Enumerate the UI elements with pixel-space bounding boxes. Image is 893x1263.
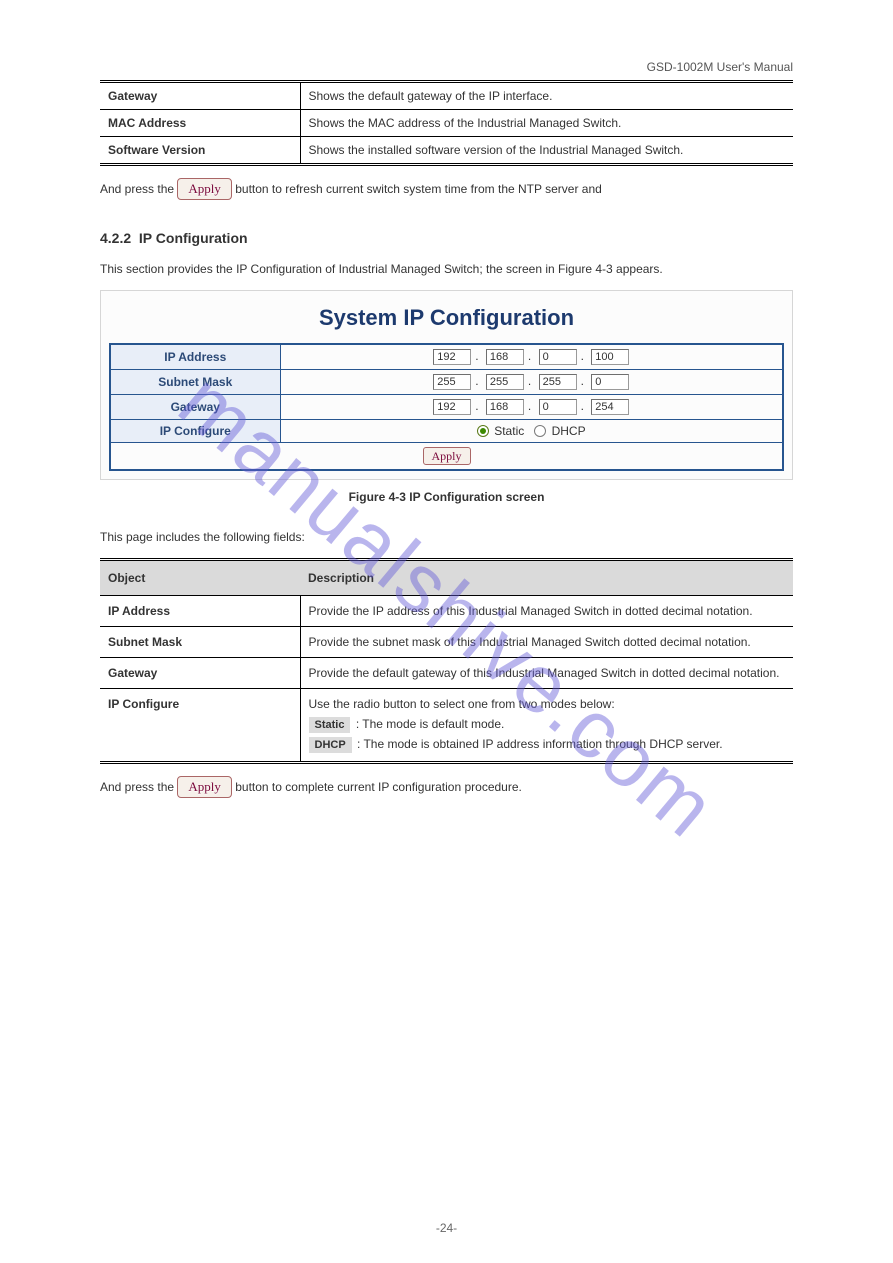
after-t1-paragraph: And press the Apply button to refresh cu…	[100, 178, 793, 200]
t1-row0-desc: Shows the default gateway of the IP inte…	[309, 89, 553, 103]
apply-button-inline-1[interactable]: Apply	[177, 178, 232, 200]
after-t1-mid: button to refresh current switch system …	[235, 182, 602, 196]
after-t2-suffix: button to complete current IP configurat…	[235, 780, 522, 794]
t2-row0-desc: Provide the IP address of this Industria…	[309, 604, 753, 618]
radio-dhcp-label: DHCP	[552, 424, 586, 438]
t2-row0-label: IP Address	[108, 604, 170, 618]
figure-caption: Figure 4-3 IP Configuration screen	[100, 490, 793, 504]
radio-dhcp[interactable]	[534, 425, 546, 437]
t1-row2-label: Software Version	[108, 143, 205, 157]
t1-row1-label: MAC Address	[108, 116, 186, 130]
after-t1-prefix: And press the	[100, 182, 174, 196]
t2-row1-label: Subnet Mask	[108, 635, 182, 649]
radio-static-label: Static	[494, 424, 524, 438]
subnet-mask-octet-1[interactable]: 255	[433, 374, 471, 390]
dot-icon: .	[528, 399, 531, 413]
t2-intro: This page includes the following fields:	[100, 528, 793, 546]
section-name: IP Configuration	[139, 230, 248, 246]
option-chip-static: Static	[309, 717, 351, 733]
t2-row2-desc: Provide the default gateway of this Indu…	[309, 666, 780, 680]
t1-row1-desc: Shows the MAC address of the Industrial …	[309, 116, 622, 130]
dot-icon: .	[528, 374, 531, 388]
ip-address-label: IP Address	[110, 344, 280, 370]
ip-configure-label: IP Configure	[110, 420, 280, 443]
subnet-mask-octet-3[interactable]: 255	[539, 374, 577, 390]
gateway-octet-4[interactable]: 254	[591, 399, 629, 415]
t2-row3-label: IP Configure	[108, 697, 179, 711]
gateway-label: Gateway	[110, 395, 280, 420]
option-static-desc: : The mode is default mode.	[356, 717, 505, 731]
gateway-octet-2[interactable]: 168	[486, 399, 524, 415]
subnet-mask-octet-4[interactable]: 0	[591, 374, 629, 390]
ip-address-octet-2[interactable]: 168	[486, 349, 524, 365]
ip-address-octet-4[interactable]: 100	[591, 349, 629, 365]
t1-row2-desc: Shows the installed software version of …	[309, 143, 684, 157]
ip-config-fields-table: Object Description IP Address Provide th…	[100, 558, 793, 764]
ip-address-octet-3[interactable]: 0	[539, 349, 577, 365]
section-paragraph: This section provides the IP Configurati…	[100, 260, 793, 278]
t2-header-object: Object	[100, 560, 300, 596]
t2-header-desc: Description	[300, 560, 793, 596]
t1-row0-label: Gateway	[108, 89, 157, 103]
apply-button-figure[interactable]: Apply	[423, 447, 471, 465]
t2-row3-lead: Use the radio button to select one from …	[309, 697, 786, 711]
dot-icon: .	[581, 399, 584, 413]
option-dhcp-desc: : The mode is obtained IP address inform…	[357, 737, 723, 751]
apply-button-inline-2[interactable]: Apply	[177, 776, 232, 798]
page-number: -24-	[0, 1221, 893, 1235]
t2-row1-desc: Provide the subnet mask of this Industri…	[309, 635, 751, 649]
option-chip-dhcp: DHCP	[309, 737, 352, 753]
radio-static[interactable]	[477, 425, 489, 437]
subnet-mask-label: Subnet Mask	[110, 370, 280, 395]
dot-icon: .	[528, 349, 531, 363]
dot-icon: .	[581, 349, 584, 363]
dot-icon: .	[581, 374, 584, 388]
ip-config-table: IP Address 192. 168. 0. 100 Subnet Mask …	[109, 343, 784, 471]
dot-icon: .	[475, 374, 478, 388]
dot-icon: .	[475, 399, 478, 413]
ip-config-figure: System IP Configuration IP Address 192. …	[100, 290, 793, 480]
after-t2-paragraph: And press the Apply button to complete c…	[100, 776, 793, 798]
page-header-doc-title: GSD-1002M User's Manual	[100, 60, 793, 74]
figure-title: System IP Configuration	[109, 299, 784, 343]
gateway-octet-3[interactable]: 0	[539, 399, 577, 415]
subnet-mask-octet-2[interactable]: 255	[486, 374, 524, 390]
dot-icon: .	[475, 349, 478, 363]
gateway-octet-1[interactable]: 192	[433, 399, 471, 415]
system-info-table: Gateway Shows the default gateway of the…	[100, 80, 793, 166]
section-title: 4.2.2 IP Configuration	[100, 230, 793, 246]
section-number: 4.2.2	[100, 230, 131, 246]
after-t2-prefix: And press the	[100, 780, 174, 794]
t2-row2-label: Gateway	[108, 666, 157, 680]
ip-address-octet-1[interactable]: 192	[433, 349, 471, 365]
